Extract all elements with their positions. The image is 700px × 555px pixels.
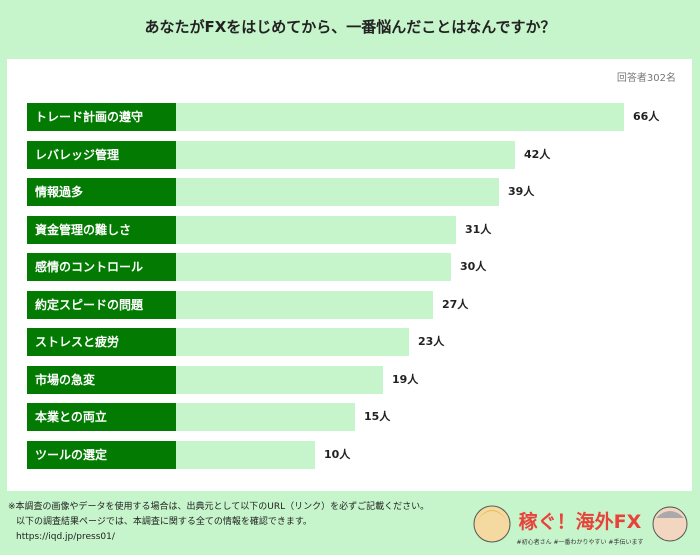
value-label: 19人: [392, 372, 419, 386]
results-note: 以下の調査結果ページでは、本調査に関する全ての情報を確認できます。: [16, 517, 312, 527]
bar: [176, 403, 355, 431]
svg-text:#初心者さん #一番わかりやすい #手伝います: #初心者さん #一番わかりやすい #手伝います: [517, 538, 644, 546]
category-label: 資金管理の難しさ: [27, 215, 176, 244]
value-label: 27人: [442, 297, 469, 311]
bar: [176, 290, 433, 319]
bar: [176, 253, 451, 281]
source-link[interactable]: https://iqd.jp/press01/: [16, 532, 115, 542]
bar: [176, 103, 624, 131]
category-label: 市場の急変: [27, 365, 176, 394]
value-label: 10人: [324, 447, 351, 461]
value-label: 42人: [524, 147, 551, 161]
category-label: 約定スピードの問題: [27, 290, 176, 319]
chart-panel: 回答者302名 トレード計画の遵守 66人レバレッジ管理 42人情報過多 39人資金管…: [7, 59, 692, 491]
value-label: 39人: [508, 185, 535, 198]
value-label: 23人: [418, 335, 445, 348]
category-label: トレード計画の遵守: [27, 103, 176, 131]
bar: [176, 440, 315, 469]
page-title: あなたがFXをはじめてから、一番悩んだことはなんですか？: [144, 18, 556, 36]
value-label: 31人: [465, 222, 492, 236]
bar: [176, 178, 499, 206]
bar: [176, 215, 456, 244]
value-label: 66人: [633, 110, 660, 123]
value-label: 30人: [460, 260, 487, 273]
category-label: 感情のコントロール: [27, 253, 176, 281]
usage-note: ※本調査の画像やデータを使用する場合は、出典元として以下のURL（リンク）を必ず…: [8, 502, 430, 512]
value-label: 15人: [364, 410, 391, 423]
bar: [176, 328, 409, 356]
category-label: 情報過多: [27, 178, 176, 206]
svg-text:稼ぐ！海外FX: 稼ぐ！海外FX: [519, 510, 642, 533]
footer-note: ※本調査の画像やデータを使用する場合は、出典元として以下のURL（リンク）を必ず…: [8, 500, 429, 545]
category-label: レバレッジ管理: [27, 140, 176, 169]
category-label: 本業との両立: [27, 403, 176, 431]
category-label: ツールの選定: [27, 440, 176, 469]
brand-logo: 稼ぐ！海外FX #初心者さん #一番わかりやすい #手伝います: [473, 505, 688, 546]
category-label: ストレスと疲労: [27, 328, 176, 356]
bar: [176, 365, 383, 394]
respondent-count: 回答者302名: [616, 73, 676, 84]
bar: [176, 140, 515, 169]
